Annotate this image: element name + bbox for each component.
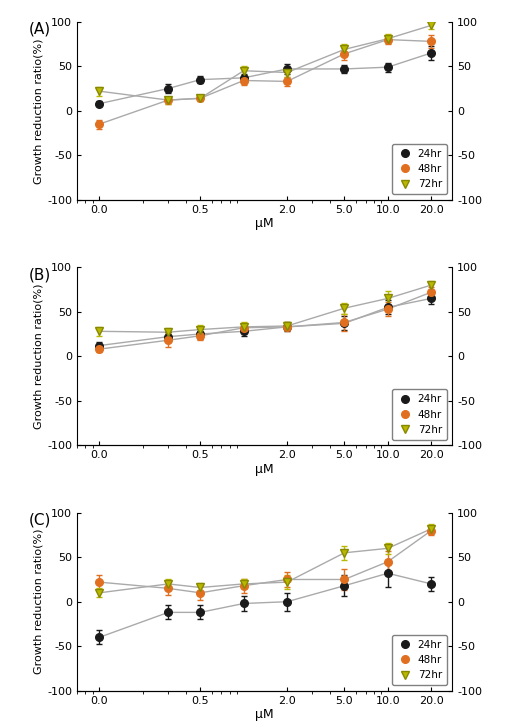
24hr: [385, 63, 391, 71]
24hr: [284, 323, 290, 332]
48hr: [341, 575, 347, 584]
48hr: [197, 94, 204, 103]
72hr: [428, 281, 434, 289]
Line: 72hr: 72hr: [95, 21, 435, 104]
24hr: [428, 579, 434, 588]
24hr: [165, 608, 171, 616]
Legend: 24hr, 48hr, 72hr: 24hr, 48hr, 72hr: [392, 144, 447, 195]
24hr: [197, 608, 204, 616]
Text: (A): (A): [28, 22, 50, 37]
72hr: [385, 34, 391, 43]
48hr: [197, 332, 204, 340]
48hr: [341, 318, 347, 327]
24hr: [341, 319, 347, 328]
24hr: [165, 332, 171, 341]
48hr: [165, 584, 171, 593]
48hr: [96, 578, 102, 587]
48hr: [428, 37, 434, 46]
Line: 24hr: 24hr: [96, 49, 435, 108]
Text: (B): (B): [28, 268, 50, 282]
24hr: [341, 582, 347, 590]
24hr: [241, 73, 247, 82]
Legend: 24hr, 48hr, 72hr: 24hr, 48hr, 72hr: [392, 389, 447, 440]
Legend: 24hr, 48hr, 72hr: 24hr, 48hr, 72hr: [392, 635, 447, 686]
48hr: [197, 588, 204, 597]
72hr: [165, 579, 171, 588]
X-axis label: μM: μM: [255, 463, 274, 475]
72hr: [165, 96, 171, 105]
24hr: [341, 65, 347, 73]
48hr: [96, 345, 102, 353]
24hr: [385, 303, 391, 312]
24hr: [96, 341, 102, 350]
24hr: [241, 327, 247, 336]
72hr: [197, 583, 204, 592]
72hr: [165, 328, 171, 337]
72hr: [428, 21, 434, 30]
72hr: [96, 87, 102, 95]
72hr: [96, 327, 102, 336]
24hr: [241, 599, 247, 608]
48hr: [241, 324, 247, 332]
72hr: [241, 66, 247, 75]
72hr: [428, 524, 434, 533]
Line: 48hr: 48hr: [96, 289, 435, 353]
Line: 24hr: 24hr: [96, 569, 435, 641]
48hr: [385, 305, 391, 313]
Line: 72hr: 72hr: [95, 281, 435, 337]
Line: 48hr: 48hr: [96, 527, 435, 597]
24hr: [197, 76, 204, 84]
48hr: [165, 96, 171, 105]
48hr: [428, 526, 434, 535]
72hr: [341, 304, 347, 313]
72hr: [284, 68, 290, 77]
24hr: [96, 633, 102, 642]
48hr: [241, 76, 247, 85]
48hr: [165, 336, 171, 345]
Line: 48hr: 48hr: [96, 36, 435, 128]
48hr: [284, 77, 290, 86]
72hr: [284, 578, 290, 587]
Line: 72hr: 72hr: [95, 525, 435, 597]
72hr: [284, 321, 290, 330]
X-axis label: μM: μM: [255, 217, 274, 230]
Y-axis label: Growth reduction ratio(%): Growth reduction ratio(%): [33, 529, 43, 675]
24hr: [165, 84, 171, 93]
48hr: [428, 288, 434, 297]
72hr: [241, 323, 247, 332]
Text: (C): (C): [28, 513, 51, 528]
24hr: [197, 329, 204, 338]
X-axis label: μM: μM: [255, 708, 274, 721]
72hr: [385, 294, 391, 302]
24hr: [284, 598, 290, 606]
48hr: [284, 323, 290, 332]
24hr: [385, 569, 391, 578]
Y-axis label: Growth reduction ratio(%): Growth reduction ratio(%): [33, 38, 43, 183]
Line: 24hr: 24hr: [96, 294, 435, 350]
72hr: [96, 588, 102, 597]
72hr: [385, 544, 391, 553]
48hr: [341, 49, 347, 58]
72hr: [197, 94, 204, 103]
48hr: [241, 582, 247, 590]
72hr: [341, 45, 347, 54]
48hr: [385, 35, 391, 44]
48hr: [385, 558, 391, 566]
Y-axis label: Growth reduction ratio(%): Growth reduction ratio(%): [33, 284, 43, 429]
24hr: [284, 65, 290, 73]
72hr: [341, 548, 347, 557]
24hr: [428, 49, 434, 57]
48hr: [284, 575, 290, 584]
72hr: [241, 579, 247, 588]
72hr: [197, 325, 204, 334]
48hr: [96, 120, 102, 129]
24hr: [96, 100, 102, 108]
24hr: [428, 294, 434, 302]
